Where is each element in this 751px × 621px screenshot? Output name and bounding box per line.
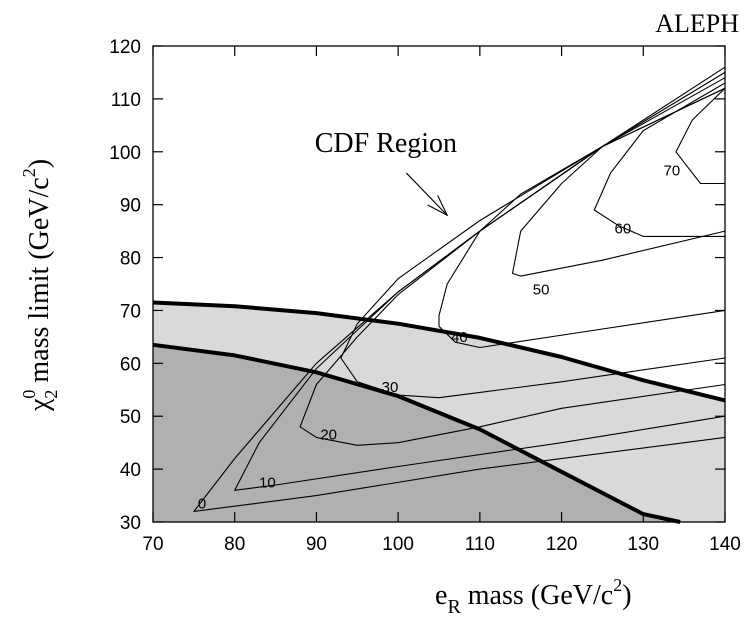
y-tick-label: 110 [111, 90, 141, 111]
y-axis-label: χ20 mass limit (GeV/c2) [19, 159, 61, 412]
x-tick-label: 80 [224, 534, 245, 555]
excluded-region-dark [153, 344, 681, 522]
plot-frame [152, 45, 726, 523]
contour-label-60: 60 [615, 220, 632, 237]
x-axis-label-sup: 2 [613, 575, 622, 595]
y-axis-label-sup: 2 [19, 168, 39, 177]
x-axis-label-sub: R [447, 596, 461, 618]
x-axis-label: eR mass (GeV/c2) [435, 575, 632, 618]
y-tick-label: 120 [109, 37, 141, 58]
x-tick-label: 100 [382, 534, 414, 555]
contour-line-40 [438, 146, 726, 349]
y-axis-label-close: ) [24, 159, 55, 168]
contour-line-50 [511, 87, 726, 277]
chart-title: ALEPH [655, 9, 739, 38]
y-tick-label: 70 [120, 301, 141, 322]
contour-label-30: 30 [382, 379, 399, 396]
contour-label-50: 50 [533, 281, 550, 298]
y-tick-label: 50 [120, 407, 141, 428]
x-tick-label: 120 [546, 534, 578, 555]
y-tick-label: 100 [109, 143, 141, 164]
region-boundary-dark [152, 342, 681, 524]
bounds-layer [152, 300, 726, 524]
y-tick-label: 90 [120, 196, 141, 217]
contour-label-40: 40 [451, 329, 468, 346]
x-axis-label-close: ) [622, 580, 631, 611]
x-tick-label: 70 [142, 534, 163, 555]
y-axis-label-main: χ [24, 398, 55, 412]
y-axis-label-sub: 2 [41, 390, 61, 399]
contour-label-0: 0 [198, 495, 206, 512]
annotation-arrow-head [427, 195, 449, 217]
contour-label-70: 70 [664, 162, 681, 179]
y-tick-label: 60 [120, 354, 141, 375]
ticks-layer: 70 80 90 100 110 120 130 1403040506070809010011… [109, 37, 741, 555]
x-axis-label-rest: mass (GeV/c [461, 580, 613, 611]
y-tick-label: 30 [120, 513, 141, 534]
y-tick-label: 40 [120, 460, 141, 481]
region-boundary-light [152, 300, 726, 403]
x-tick-label: 110 [465, 534, 495, 555]
annotation-layer: CDF Region [315, 128, 457, 217]
x-axis-label-main: e [435, 580, 447, 611]
contour-line-70 [675, 87, 726, 185]
contour-labels-layer: 0 10 20 30 40 50 60 70 [198, 162, 680, 512]
contour-line-60 [593, 82, 726, 237]
contour-label-20: 20 [320, 427, 337, 444]
y-axis-label-sup0: 0 [19, 390, 39, 399]
contour-line-30 [340, 87, 726, 399]
contour-label-10: 10 [259, 474, 276, 491]
x-tick-label: 90 [306, 534, 327, 555]
x-tick-label: 130 [627, 534, 659, 555]
y-tick-label: 80 [120, 249, 141, 270]
contours-layer [193, 66, 726, 512]
cdf-region-annotation: CDF Region [315, 128, 457, 159]
x-tick-label: 140 [709, 534, 741, 555]
y-axis-label-rest: mass limit (GeV/c [24, 177, 55, 389]
annotation-arrow-shaft [405, 172, 448, 216]
